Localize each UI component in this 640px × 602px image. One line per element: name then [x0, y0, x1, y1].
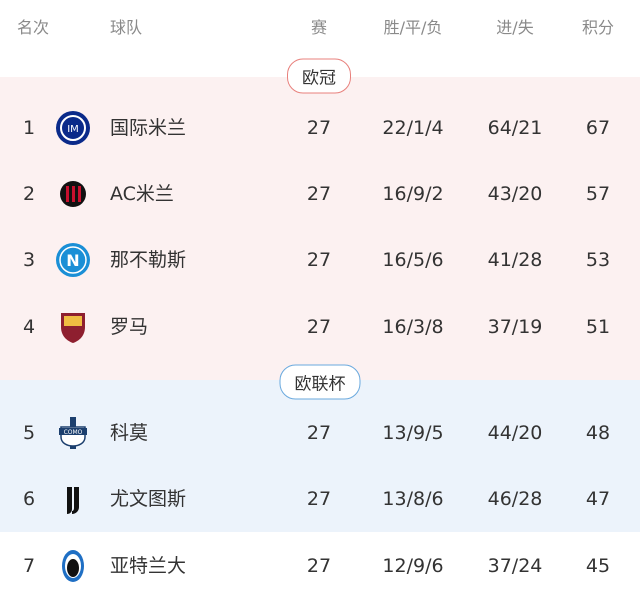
table-row[interactable]: 1 IM 国际米兰 27 22/1/4 64/21 67	[0, 95, 640, 161]
table-row[interactable]: 5 COMO 科莫 27 13/9/5 44/20 48	[0, 400, 640, 466]
rank: 3	[22, 249, 36, 271]
zone-badge-europa-league: 欧联杯	[279, 364, 361, 400]
win-draw-loss: 12/9/6	[382, 555, 444, 577]
played: 27	[306, 316, 332, 338]
team-name[interactable]: 罗马	[110, 316, 149, 338]
played: 27	[306, 117, 332, 139]
played: 27	[306, 249, 332, 271]
table-row[interactable]: 6 尤文图斯 27 13/8/6 46/28 47	[0, 466, 640, 532]
win-draw-loss: 13/9/5	[382, 422, 444, 444]
roma-logo-icon	[61, 313, 85, 343]
svg-text:N: N	[66, 251, 79, 270]
rank: 5	[22, 422, 36, 444]
goals-for-against: 46/28	[487, 488, 543, 510]
team-name[interactable]: 亚特兰大	[110, 555, 187, 577]
points: 57	[585, 183, 611, 205]
zone-champions-league	[0, 77, 640, 380]
win-draw-loss: 16/5/6	[382, 249, 444, 271]
como-logo-icon: COMO	[59, 417, 87, 449]
points: 47	[585, 488, 611, 510]
svg-text:IM: IM	[67, 124, 79, 135]
points: 48	[585, 422, 611, 444]
rank: 2	[22, 183, 36, 205]
header-team: 球队	[110, 18, 143, 37]
team-name[interactable]: 国际米兰	[110, 117, 187, 139]
played: 27	[306, 555, 332, 577]
table-row[interactable]: 3 N 那不勒斯 27 16/5/6 41/28 53	[0, 227, 640, 293]
team-name[interactable]: 尤文图斯	[110, 488, 187, 510]
atalanta-logo-icon	[62, 550, 84, 582]
table-row[interactable]: 7 亚特兰大 27 12/9/6 37/24 45	[0, 533, 640, 599]
goals-for-against: 43/20	[487, 183, 543, 205]
zone-badge-champions-league: 欧冠	[287, 58, 351, 94]
goals-for-against: 41/28	[487, 249, 543, 271]
played: 27	[306, 488, 332, 510]
team-name[interactable]: AC米兰	[110, 183, 174, 205]
inter-logo-icon: IM	[56, 111, 90, 145]
table-header: 名次 球队 赛 胜/平/负 进/失 积分	[0, 0, 640, 48]
points: 51	[585, 316, 611, 338]
rank: 1	[22, 117, 36, 139]
rank: 4	[22, 316, 36, 338]
team-name[interactable]: 那不勒斯	[110, 249, 187, 271]
win-draw-loss: 16/9/2	[382, 183, 444, 205]
points: 45	[585, 555, 611, 577]
goals-for-against: 37/24	[487, 555, 543, 577]
rank: 7	[22, 555, 36, 577]
napoli-logo-icon: N	[56, 243, 90, 277]
svg-text:COMO: COMO	[64, 429, 83, 436]
played: 27	[306, 422, 332, 444]
win-draw-loss: 22/1/4	[382, 117, 444, 139]
goals-for-against: 64/21	[487, 117, 543, 139]
table-row[interactable]: 2 AC米兰 27 16/9/2 43/20 57	[0, 161, 640, 227]
ac-milan-logo-icon	[60, 181, 86, 207]
points: 53	[585, 249, 611, 271]
header-goals: 进/失	[496, 18, 534, 37]
goals-for-against: 44/20	[487, 422, 543, 444]
win-draw-loss: 16/3/8	[382, 316, 444, 338]
header-wdl: 胜/平/负	[383, 18, 443, 37]
win-draw-loss: 13/8/6	[382, 488, 444, 510]
header-points: 积分	[581, 18, 615, 37]
zone-europa-league	[0, 380, 640, 532]
header-rank: 名次	[16, 18, 50, 37]
table-row[interactable]: 4 罗马 27 16/3/8 37/19 51	[0, 294, 640, 360]
juventus-logo-icon	[67, 487, 79, 514]
played: 27	[306, 183, 332, 205]
team-name[interactable]: 科莫	[110, 422, 149, 444]
goals-for-against: 37/19	[487, 316, 543, 338]
points: 67	[585, 117, 611, 139]
rank: 6	[22, 488, 36, 510]
header-played: 赛	[310, 18, 328, 37]
